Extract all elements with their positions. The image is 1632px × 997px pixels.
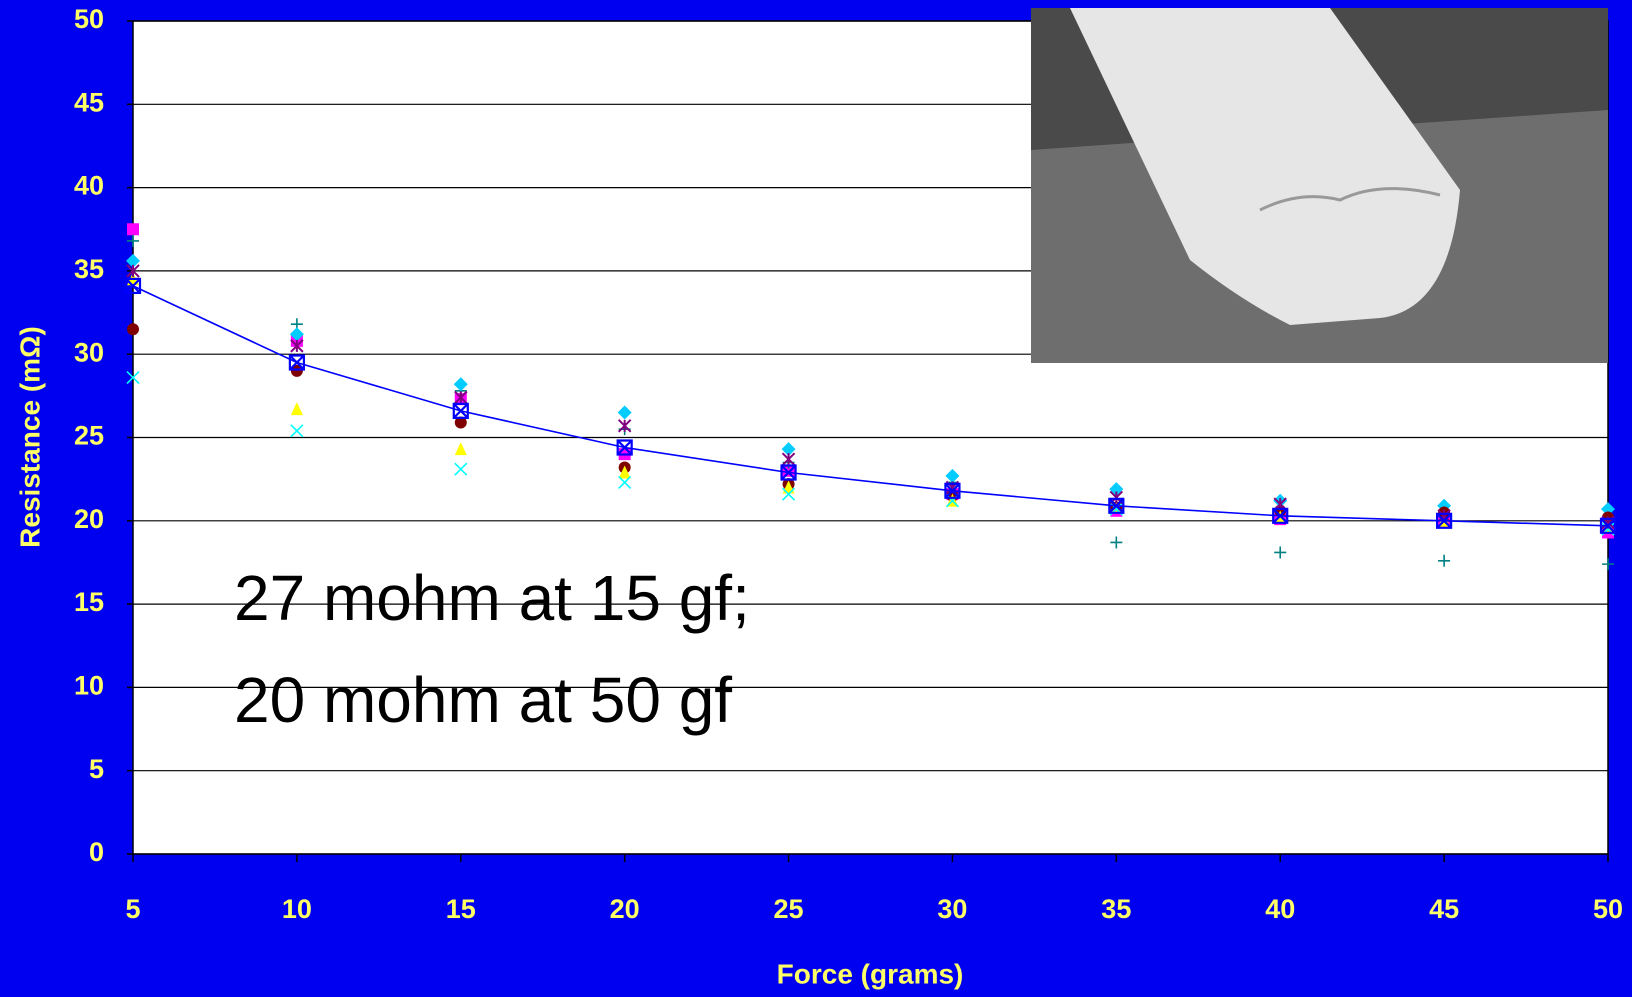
x-tick-label: 50 xyxy=(1593,894,1623,924)
y-tick-label: 25 xyxy=(74,421,104,451)
chart: 27 mohm at 15 gf; 20 mohm at 50 gf Force… xyxy=(0,0,1632,997)
y-tick-label: 0 xyxy=(89,837,104,867)
y-tick-label: 10 xyxy=(74,671,104,701)
y-tick-label: 40 xyxy=(74,171,104,201)
x-tick-label: 10 xyxy=(282,894,312,924)
marker xyxy=(127,323,139,335)
x-tick-label: 35 xyxy=(1101,894,1131,924)
y-tick-label: 15 xyxy=(74,587,104,617)
y-tick-label: 35 xyxy=(74,254,104,284)
x-tick-label: 20 xyxy=(610,894,640,924)
inset-photo xyxy=(1031,8,1608,363)
x-tick-label: 25 xyxy=(774,894,804,924)
y-axis-title: Resistance (mΩ) xyxy=(14,326,45,548)
x-tick-label: 45 xyxy=(1429,894,1459,924)
y-tick-label: 50 xyxy=(74,4,104,34)
page: 27 mohm at 15 gf; 20 mohm at 50 gf Force… xyxy=(0,0,1632,997)
x-tick-label: 5 xyxy=(125,894,140,924)
y-tick-label: 5 xyxy=(89,754,104,784)
y-tick-label: 45 xyxy=(74,87,104,117)
y-tick-label: 20 xyxy=(74,504,104,534)
marker xyxy=(127,223,139,235)
y-tick-label: 30 xyxy=(74,337,104,367)
x-axis-title: Force (grams) xyxy=(777,958,964,989)
annotation: 27 mohm at 15 gf; xyxy=(234,562,750,634)
x-tick-label: 30 xyxy=(937,894,967,924)
annotation: 20 mohm at 50 gf xyxy=(234,664,732,736)
x-tick-label: 40 xyxy=(1265,894,1295,924)
x-tick-label: 15 xyxy=(446,894,476,924)
